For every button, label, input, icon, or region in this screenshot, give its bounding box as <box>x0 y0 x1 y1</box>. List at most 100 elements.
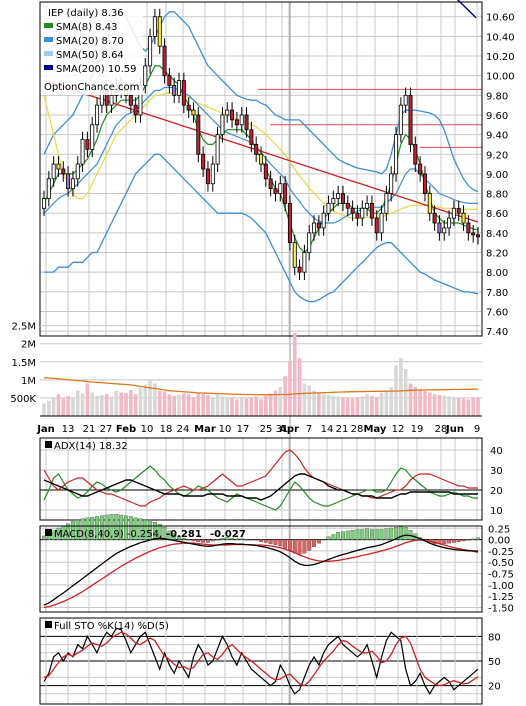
candle-body <box>148 35 153 67</box>
candle-body <box>249 129 254 145</box>
candle-body <box>143 65 148 86</box>
volume-bar <box>288 361 292 416</box>
price-tick-label: 8.20 <box>486 249 508 260</box>
candle-body <box>239 114 244 126</box>
candle-body <box>152 16 157 37</box>
macd-histogram-bar <box>152 522 157 540</box>
volume-bar <box>124 392 128 416</box>
price-tick-label: 10.00 <box>486 72 515 83</box>
sma50-line <box>43 92 478 219</box>
volume-bar <box>90 392 95 416</box>
candle-body <box>225 109 230 116</box>
macd-histogram-bar <box>143 519 148 540</box>
volume-bar <box>138 387 143 416</box>
candle-body <box>365 202 370 209</box>
macd-histogram-bar <box>336 532 341 540</box>
macd-histogram-bar <box>476 537 480 540</box>
volume-bar <box>403 369 408 416</box>
macd-histogram-bar <box>162 527 167 540</box>
volume-bar <box>61 398 66 416</box>
volume-bar <box>254 396 258 416</box>
candle-body <box>432 212 437 224</box>
macd-histogram-bar <box>85 517 90 540</box>
sto-tick-label: 20 <box>488 682 501 693</box>
macd-histogram-bar <box>109 514 114 540</box>
candle-body <box>475 234 480 238</box>
macd-histogram-bar <box>369 529 374 540</box>
volume-bar <box>331 395 336 416</box>
volume-bar <box>235 399 239 416</box>
candle-body <box>466 222 471 234</box>
candle-body <box>307 232 312 253</box>
candle-body <box>292 242 297 268</box>
price-tick-label: 8.60 <box>486 209 508 220</box>
legend-swatch <box>44 37 53 42</box>
volume-bar <box>47 400 51 416</box>
candle-body <box>109 94 114 106</box>
macd-signal-value: -0.281 <box>166 529 202 540</box>
adx-di-minus-line <box>43 449 478 507</box>
x-axis-date-label: May <box>364 424 387 435</box>
volume-bar <box>182 393 186 416</box>
volume-bar <box>196 392 201 416</box>
volume-bar <box>80 393 85 416</box>
candle-body <box>312 222 317 234</box>
candle-body <box>90 124 95 150</box>
macd-histogram-bar <box>442 539 447 545</box>
volume-bar <box>413 387 418 416</box>
volume-bar <box>264 395 268 416</box>
volume-bar <box>418 388 422 416</box>
macd-histogram-bar <box>379 529 384 540</box>
candle-body <box>461 212 466 224</box>
x-axis-date-label: 28 <box>435 424 448 435</box>
candle-body <box>177 80 182 96</box>
macd-histogram-bar <box>259 539 263 542</box>
macd-histogram-bar <box>451 539 456 543</box>
volume-bar <box>399 358 403 416</box>
sto-tick-label: 50 <box>488 657 501 668</box>
volume-bar <box>201 394 205 416</box>
x-axis-date-label: 18 <box>160 424 173 435</box>
volume-bar <box>95 395 99 416</box>
volume-bar <box>466 399 471 416</box>
x-axis-date-label: 17 <box>237 424 250 435</box>
candle-body <box>442 227 447 234</box>
candle-body <box>408 94 413 145</box>
volume-bar <box>302 383 307 416</box>
macd-histogram-bar <box>80 518 85 540</box>
macd-histogram-bar <box>292 539 297 554</box>
candle-body <box>398 104 403 136</box>
macd-histogram-bar <box>456 539 461 542</box>
x-axis-date-label: 19 <box>411 424 424 435</box>
volume-bar <box>312 390 316 416</box>
volume-bar <box>249 397 254 416</box>
macd-label: MACD(8,40,9) -0.254, <box>54 529 162 540</box>
candle-body <box>42 198 47 209</box>
macd-histogram-bar <box>104 514 109 540</box>
candle-body <box>80 139 85 165</box>
volume-bar <box>341 397 345 416</box>
candle-body <box>128 94 133 106</box>
macd-histogram-bar <box>278 539 283 547</box>
macd-tick-label: -1.50 <box>488 603 514 614</box>
adx-tick-label: 30 <box>490 466 503 477</box>
candle-body <box>186 104 191 111</box>
candle-body <box>205 168 210 185</box>
candle-body <box>369 202 374 219</box>
macd-histogram-bar <box>355 529 360 540</box>
candle-body <box>374 217 379 234</box>
candle-body <box>61 168 66 175</box>
macd-histogram-bar <box>128 516 133 540</box>
macd-histogram-bar <box>114 514 119 540</box>
volume-bar <box>350 398 355 416</box>
adx-panel-frame <box>39 437 483 521</box>
volume-bar <box>75 390 80 416</box>
macd-histogram-bar <box>297 539 302 555</box>
candle-body <box>263 163 268 180</box>
candle-body <box>254 144 259 155</box>
macd-histogram-bar <box>307 539 312 551</box>
macd-histogram-bar <box>254 539 259 541</box>
volume-bar <box>42 403 46 416</box>
adx-legend-swatch <box>45 441 52 448</box>
macd-histogram-bar <box>177 535 181 540</box>
